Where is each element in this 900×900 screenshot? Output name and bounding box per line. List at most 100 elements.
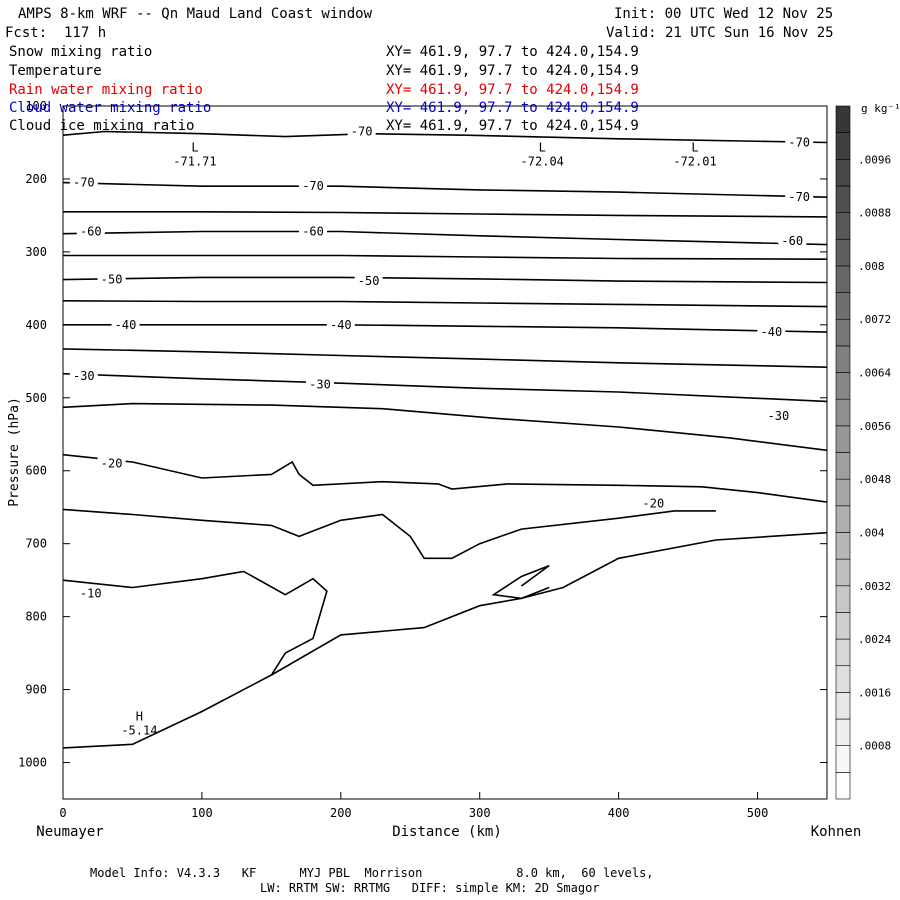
contour-label: -20	[643, 497, 665, 511]
contour-label: -40	[115, 318, 137, 332]
contour-label: -40	[330, 318, 352, 332]
x-axis-label: Distance (km)	[392, 824, 502, 840]
x-right-end-label: Kohnen	[811, 824, 862, 840]
contour-label-bg	[97, 456, 126, 470]
y-tick-label: 300	[25, 245, 47, 259]
temperature-contour	[62, 276, 828, 284]
colorbar-bin	[835, 132, 851, 160]
extremum-symbol: L	[539, 141, 546, 155]
colorbar-bin	[835, 452, 851, 480]
colorbar-tick-label: .0016	[858, 686, 891, 699]
colorbar-bin	[835, 185, 851, 213]
contour-label-bg	[299, 224, 328, 238]
extremum-symbol: L	[191, 141, 198, 155]
contour-label: -30	[73, 369, 95, 383]
colorbar-bin	[835, 585, 851, 613]
colorbar-bin	[835, 105, 851, 133]
contour-label: -10	[80, 586, 102, 600]
contour-label-bg	[639, 496, 668, 510]
temperature-contour	[62, 348, 828, 368]
model-info: Model Info: V4.3.3 KF MYJ PBL Morrison 8…	[90, 866, 654, 880]
contour-label: -60	[80, 224, 102, 238]
extremum-symbol: H	[136, 710, 143, 724]
field-xy: XY= 461.9, 97.7 to 424.0,154.9	[386, 100, 639, 116]
init-time: Init: 00 UTC Wed 12 Nov 25	[614, 6, 834, 22]
colorbar: .0008 .0016 .0024 .0032 .004 .0048 .0056 .0064.…	[835, 105, 891, 800]
colorbar-tick-label: .008	[858, 260, 885, 273]
temperature-contour	[63, 324, 828, 333]
temperature-contour	[62, 181, 828, 198]
colorbar-tick-label: .0032	[858, 580, 891, 593]
y-tick-label: 500	[25, 391, 47, 405]
contour-label: -20	[101, 456, 123, 470]
x-left-end-label: Neumayer	[36, 824, 103, 840]
field-name: Cloud water mixing ratio	[9, 100, 212, 116]
contour-label: -70	[73, 176, 95, 190]
field-name: Cloud ice mixing ratio	[9, 118, 195, 134]
contour-label: -60	[781, 234, 803, 248]
contour-label-bg	[764, 409, 793, 423]
colorbar-bin	[835, 212, 851, 240]
y-tick-label: 700	[25, 537, 47, 551]
contour-label-bg	[299, 179, 328, 193]
y-tick-label: 200	[25, 172, 47, 186]
contour-label: -50	[101, 273, 123, 287]
y-tick-label: 400	[25, 318, 47, 332]
colorbar-bin	[835, 159, 851, 187]
field-name: Rain water mixing ratio	[9, 82, 203, 98]
temperature-contour	[62, 300, 828, 308]
colorbar-tick-label: .0048	[858, 473, 891, 486]
colorbar-bin	[835, 665, 851, 693]
colorbar-unit: g kg⁻¹	[861, 102, 900, 115]
contour-label: -60	[302, 224, 324, 238]
x-tick-label: 400	[608, 806, 630, 820]
contour-label-bg	[69, 368, 98, 382]
contour-label: -70	[302, 179, 324, 193]
colorbar-tick-label: .004	[858, 526, 885, 539]
field-xy: XY= 461.9, 97.7 to 424.0,154.9	[386, 82, 639, 98]
extremum-symbol: L	[691, 141, 698, 155]
contour-label-bg	[76, 224, 105, 238]
valid-time: Valid: 21 UTC Sun 16 Nov 25	[606, 25, 834, 41]
contour-label-bg	[76, 586, 105, 600]
x-tick-label: 200	[330, 806, 352, 820]
temperature-contour	[62, 230, 828, 246]
contour-label-bg	[326, 317, 355, 331]
y-tick-label: 1000	[18, 756, 47, 770]
colorbar-tick-label: .0008	[858, 740, 891, 753]
colorbar-tick-label: .0088	[858, 207, 891, 220]
colorbar-bin	[835, 372, 851, 400]
colorbar-tick-label: .0072	[858, 313, 891, 326]
colorbar-bin	[835, 558, 851, 587]
forecast-hour: Fcst: 117 h	[5, 25, 107, 41]
extremum-value: -71.71	[173, 155, 216, 169]
temperature-contour	[63, 254, 828, 260]
temperature-contour	[63, 211, 828, 218]
contour-label: -40	[761, 325, 783, 339]
colorbar-bin	[835, 238, 851, 267]
colorbar-tick-label: .0096	[858, 153, 891, 166]
field-name: Snow mixing ratio	[9, 44, 153, 60]
colorbar-bin	[835, 345, 851, 373]
extremum-value: -72.04	[521, 155, 564, 169]
plot-frame	[62, 105, 828, 800]
colorbar-bin	[835, 692, 851, 720]
y-tick-label: 100	[25, 99, 47, 113]
x-tick-label: 0	[59, 806, 66, 820]
contour-label-bg	[785, 190, 814, 204]
axes-layer: 0 100 200 300 400 500 100 200 300 400 500 600 700 800…	[18, 99, 827, 820]
contour-label: -70	[351, 125, 373, 139]
contour-label-bg	[757, 325, 786, 339]
field-xy: XY= 461.9, 97.7 to 424.0,154.9	[386, 44, 639, 60]
physics-info: LW: RRTM SW: RRTMG DIFF: simple KM: 2D S…	[260, 881, 600, 895]
contour-label: -50	[358, 274, 380, 288]
contour-label-layer: -70 -70 -70 -70 -70 -60 -60 -60 -50 -50 -40 -40 -40 -…	[69, 124, 814, 738]
y-tick-label: 800	[25, 610, 47, 624]
colorbar-tick-label: .0056	[858, 420, 891, 433]
contour-label-bg	[69, 175, 98, 189]
contour-label-bg	[97, 272, 126, 286]
extremum-value: -5.14	[121, 724, 157, 738]
contour-label-bg	[354, 274, 383, 288]
field-xy: XY= 461.9, 97.7 to 424.0,154.9	[386, 118, 639, 134]
